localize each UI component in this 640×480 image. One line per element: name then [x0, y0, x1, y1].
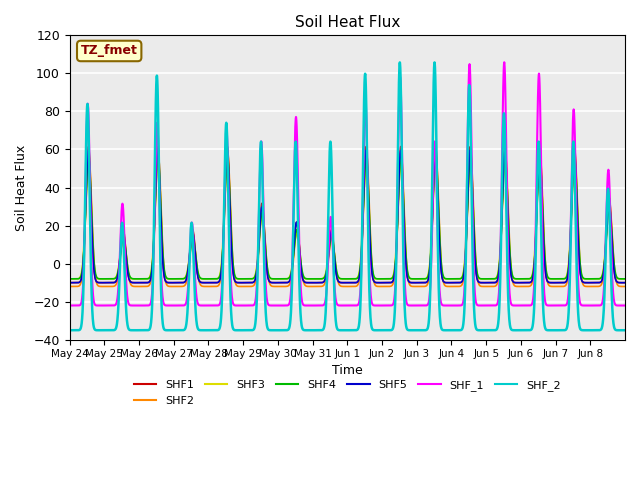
SHF_1: [425, 299, 433, 305]
SHF1: [467, 144, 474, 149]
SHF3: [161, 274, 169, 280]
SHF2: [436, 237, 444, 242]
SHF3: [66, 276, 74, 282]
SHF2: [66, 284, 74, 289]
SHF3: [84, 161, 92, 167]
SHF_2: [492, 327, 500, 333]
X-axis label: Time: Time: [332, 364, 363, 377]
SHF4: [500, 157, 508, 163]
SHF2: [161, 277, 169, 283]
SHF3: [425, 268, 433, 274]
SHF_2: [500, 118, 508, 124]
SHF_2: [66, 327, 74, 333]
SHF1: [66, 280, 74, 286]
SHF1: [492, 279, 500, 285]
Line: SHF5: SHF5: [70, 150, 625, 283]
SHF1: [500, 145, 508, 151]
SHF5: [161, 278, 169, 284]
SHF3: [476, 276, 484, 282]
SHF1: [621, 280, 628, 286]
SHF4: [476, 276, 484, 281]
SHF2: [621, 284, 628, 289]
SHF_1: [436, 291, 444, 297]
SHF3: [492, 275, 500, 281]
SHF_2: [476, 327, 484, 333]
SHF_2: [621, 327, 628, 333]
Line: SHF_1: SHF_1: [70, 62, 625, 305]
SHF_1: [66, 302, 74, 308]
SHF5: [425, 274, 433, 279]
Line: SHF1: SHF1: [70, 146, 625, 283]
SHF2: [425, 276, 433, 282]
SHF4: [66, 276, 74, 282]
Line: SHF4: SHF4: [70, 158, 625, 279]
SHF4: [492, 275, 500, 281]
Title: Soil Heat Flux: Soil Heat Flux: [294, 15, 400, 30]
SHF_1: [500, 60, 508, 65]
SHF2: [492, 282, 500, 288]
SHF1: [425, 275, 433, 281]
SHF_1: [492, 302, 500, 308]
SHF4: [425, 271, 433, 276]
SHF_2: [161, 327, 169, 333]
SHF4: [467, 155, 474, 161]
SHF5: [154, 147, 161, 153]
Line: SHF_2: SHF_2: [70, 62, 625, 330]
Y-axis label: Soil Heat Flux: Soil Heat Flux: [15, 144, 28, 231]
SHF3: [500, 161, 508, 167]
SHF5: [621, 280, 628, 286]
SHF4: [621, 276, 628, 282]
SHF2: [363, 151, 371, 157]
SHF_1: [500, 61, 508, 67]
SHF5: [500, 148, 508, 154]
SHF3: [621, 276, 628, 282]
SHF_2: [425, 318, 433, 324]
SHF_2: [396, 60, 404, 65]
Line: SHF2: SHF2: [70, 154, 625, 287]
SHF5: [436, 252, 444, 258]
SHF3: [436, 250, 444, 256]
SHF_1: [621, 302, 628, 308]
Legend: SHF1, SHF2, SHF3, SHF4, SHF5, SHF_1, SHF_2: SHF1, SHF2, SHF3, SHF4, SHF5, SHF_1, SHF…: [129, 376, 565, 410]
SHF1: [436, 245, 444, 251]
SHF5: [66, 280, 74, 286]
SHF_2: [436, 316, 444, 322]
SHF_1: [476, 302, 484, 308]
SHF4: [436, 238, 444, 243]
SHF1: [476, 280, 484, 286]
SHF1: [161, 277, 169, 283]
SHF2: [476, 283, 484, 289]
SHF5: [492, 279, 500, 285]
Line: SHF3: SHF3: [70, 164, 625, 279]
Text: TZ_fmet: TZ_fmet: [81, 45, 138, 58]
SHF2: [500, 155, 508, 161]
SHF_1: [161, 302, 169, 308]
SHF4: [161, 272, 169, 278]
SHF5: [476, 280, 484, 286]
